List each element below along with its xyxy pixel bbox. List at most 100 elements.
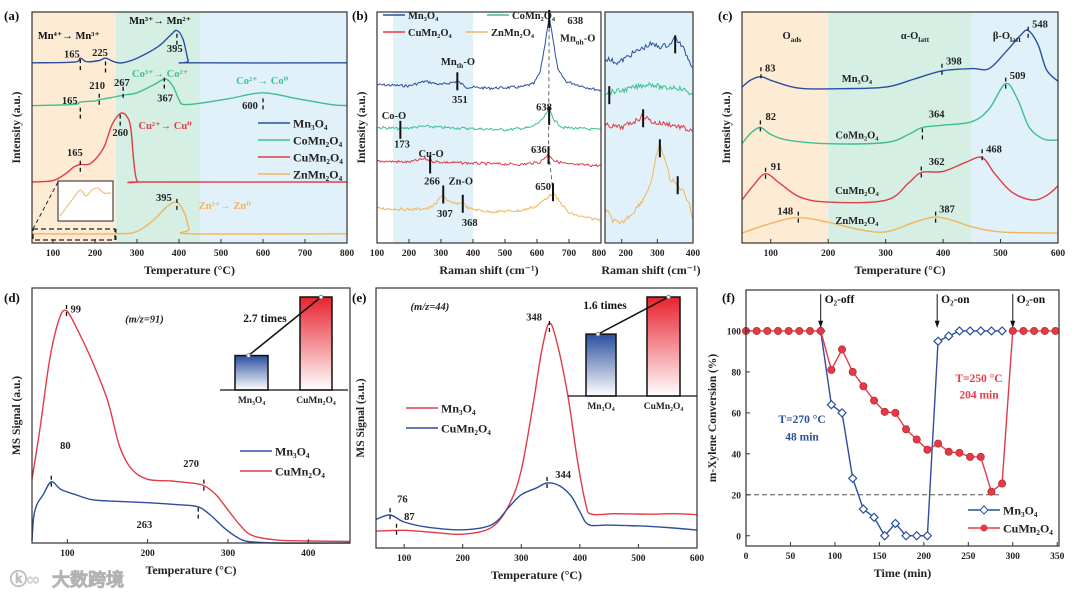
x-tick-label: 500: [498, 249, 513, 259]
annotation-text: 87: [404, 512, 415, 523]
x-tick-label: 300: [434, 249, 449, 259]
annotation-text: Zn²⁺→ Zn⁰: [199, 201, 252, 212]
arrow-head-icon: [818, 320, 824, 328]
annotation: 210: [89, 81, 105, 92]
data-point: [923, 445, 932, 454]
y-axis-title: MS Signal (a.u.): [11, 376, 23, 455]
plot-frame: [376, 11, 602, 244]
data-point: [784, 326, 793, 335]
zoom-guide: [32, 181, 59, 230]
data-point: [933, 336, 943, 347]
inset-bar-chart: Mn₃O₄ CuMn₂O₄ 1.6 times: [568, 294, 697, 412]
x-tick-label: 300: [221, 549, 236, 559]
annotation-text: (m/z=44): [411, 302, 450, 313]
region-band: [828, 12, 972, 243]
y-axis-title: Intensity (a.u.): [11, 91, 23, 163]
data-point: [901, 530, 911, 541]
data-point: [826, 399, 837, 410]
annotation-text: 76: [397, 495, 408, 506]
x-tick-label: 400: [172, 249, 187, 259]
x-axis-title: Temperature (°C): [144, 263, 235, 277]
annotation-text: CoMn₂O₄: [835, 130, 879, 141]
annotation-text: 368: [462, 218, 478, 229]
y-tick-label: 40: [732, 450, 742, 460]
annotation-text: Mn³⁺→ Mn²⁺: [129, 16, 191, 27]
x-tick-label: 250: [961, 552, 976, 562]
x-axis-title: Time (min): [874, 566, 931, 580]
annotation-text: 99: [71, 304, 82, 315]
ratio-connector: [248, 296, 322, 357]
data-point: [1019, 326, 1028, 335]
series-line: [604, 35, 694, 68]
series-line: [376, 15, 602, 92]
plot-frame: [604, 11, 694, 244]
legend-label: Mn₃O₄: [275, 445, 310, 459]
annotation-text: ZnMn₂O₄: [835, 216, 879, 227]
x-tick-label: 400: [573, 554, 588, 564]
y-tick-label: 60: [732, 409, 742, 419]
annotation: 48 min: [785, 431, 819, 443]
data-point: [879, 530, 890, 541]
annotation-text: O: [782, 31, 790, 42]
annotation-text: 351: [452, 95, 468, 106]
data-point: [955, 448, 964, 457]
annotation-text: 307: [437, 209, 453, 220]
annotation-text: T=250 °C: [955, 373, 1002, 385]
series-line: [604, 112, 694, 133]
panel-f: 0 50 100 150 200 250 300 350 0 20 40 60 80 100 Time (m…: [707, 289, 1065, 580]
ratio-label: 2.7 times: [243, 313, 287, 325]
legend-marker: [980, 524, 988, 532]
y-axis-title: m-Xylene Conversion (%): [707, 354, 719, 483]
x-tick-label: 200: [88, 249, 103, 259]
annotation-text: 204 min: [959, 389, 999, 401]
data-point: [838, 345, 847, 354]
x-axis-title: Raman shift (cm⁻¹): [601, 263, 700, 277]
x-axis-title: Temperature (°C): [491, 568, 582, 582]
annotation-text: 395: [167, 44, 183, 55]
data-point: [827, 365, 836, 374]
annotation: Mn³⁺→ Mn²⁺: [129, 16, 191, 27]
annotation: 367: [157, 93, 173, 104]
annotation-text: 395: [156, 193, 172, 204]
annotation: 395: [167, 44, 183, 55]
annotation-text: Mn⁴⁺→ Mn³⁺: [38, 31, 100, 42]
annotation-subscript: ads: [791, 35, 802, 44]
panel-e: 100 200 300 400 500 600 Temperature (°C) MS Sig…: [352, 287, 705, 582]
annotation-text: 636: [531, 145, 547, 156]
annotation: 266: [424, 177, 440, 188]
annotation-text: 173: [394, 140, 410, 151]
y-axis-title: MS Signal (a.u.): [355, 378, 367, 457]
data-point: [774, 326, 783, 335]
annotation-text: Co-O: [382, 111, 407, 122]
connector-point: [318, 294, 324, 300]
data-point: [997, 326, 1007, 336]
inset-bar-chart: Mn₃O₄ CuMn₂O₄ 2.7 times: [220, 294, 348, 406]
annotation: 351: [452, 95, 468, 106]
annotation-text: 148: [777, 207, 793, 218]
annotation-text: 344: [555, 470, 572, 481]
annotation: Co²⁺→ Co⁰: [236, 76, 288, 87]
annotation: β-Olatt: [993, 31, 1022, 44]
annotation: 263: [137, 520, 153, 531]
series-line: [376, 191, 602, 222]
legend-label: CuMn₂O₄: [275, 465, 325, 479]
x-tick-label: 600: [690, 554, 705, 564]
annotation-subscript: th: [457, 61, 464, 70]
annotation: ZnMn₂O₄: [835, 216, 879, 227]
x-tick-label: 100: [397, 554, 412, 564]
series-line: [31, 481, 351, 544]
annotation-text: 348: [526, 313, 542, 324]
annotation-text: 263: [137, 520, 153, 531]
data-point: [943, 331, 954, 341]
panel-d: 100 200 300 400 Temperature (°C) MS Signal (a…: [4, 287, 351, 577]
legend-label: CuMn₂O₄: [408, 28, 452, 39]
x-tick-label: 800: [592, 249, 607, 259]
annotation-text: 225: [92, 48, 108, 59]
data-point: [752, 326, 761, 335]
annotation: 548: [1032, 20, 1048, 31]
annotation: 165: [67, 148, 83, 159]
annotation-text: 362: [929, 157, 945, 168]
x-tick-label: 700: [562, 249, 577, 259]
zoom-inset: [32, 180, 117, 241]
annotation: 364: [929, 110, 946, 121]
